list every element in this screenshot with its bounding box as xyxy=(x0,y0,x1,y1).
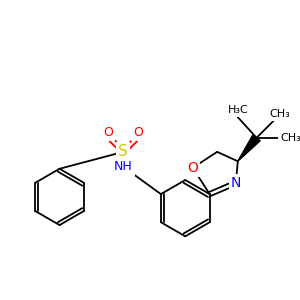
Text: N: N xyxy=(231,176,241,190)
Text: CH₃: CH₃ xyxy=(280,133,300,143)
Text: O: O xyxy=(103,126,113,139)
Text: NH: NH xyxy=(114,160,133,173)
Text: S: S xyxy=(118,144,128,159)
Text: CH₃: CH₃ xyxy=(270,109,290,119)
Text: H₃C: H₃C xyxy=(227,105,248,115)
Text: O: O xyxy=(134,126,143,139)
Polygon shape xyxy=(238,135,260,161)
Text: O: O xyxy=(187,161,198,175)
